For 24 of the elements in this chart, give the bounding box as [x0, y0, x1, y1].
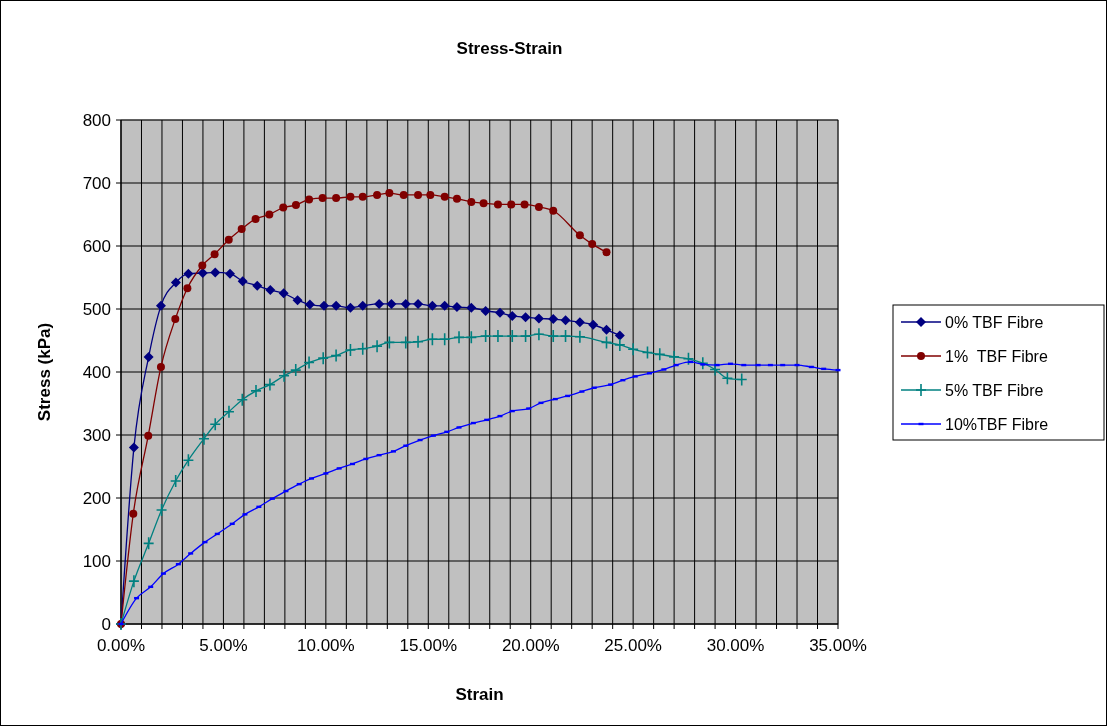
x-axis-title: Strain — [455, 685, 504, 704]
y-tick-label: 500 — [82, 300, 111, 319]
y-tick-label: 600 — [82, 237, 111, 256]
x-tick-label: 35.00% — [809, 636, 867, 655]
legend-label: 0% TBF Fibre — [945, 314, 1044, 331]
x-tick-label: 15.00% — [399, 636, 458, 655]
y-tick-label: 800 — [82, 111, 111, 130]
x-tick-label: 0.00% — [96, 636, 146, 655]
y-tick-label: 0 — [101, 615, 111, 634]
y-tick-label: 700 — [82, 174, 111, 193]
x-tick-label: 25.00% — [604, 636, 662, 655]
x-tick-label: 30.00% — [706, 636, 765, 655]
legend-label: 1% TBF Fibre — [945, 348, 1048, 365]
x-tick-label: 5.00% — [199, 636, 248, 655]
chart-title: Stress-Strain — [456, 39, 563, 58]
legend-label: 5% TBF Fibre — [945, 382, 1044, 399]
x-tick-label: 10.00% — [297, 636, 355, 655]
y-tick-label: 200 — [82, 489, 111, 508]
x-tick-label: 20.00% — [501, 636, 560, 655]
legend-label: 10%TBF Fibre — [945, 416, 1049, 433]
y-tick-label: 400 — [82, 363, 111, 382]
y-tick-label: 100 — [82, 552, 111, 571]
y-tick-label: 300 — [82, 426, 111, 445]
y-axis-title: Stress (kPa) — [35, 322, 54, 422]
